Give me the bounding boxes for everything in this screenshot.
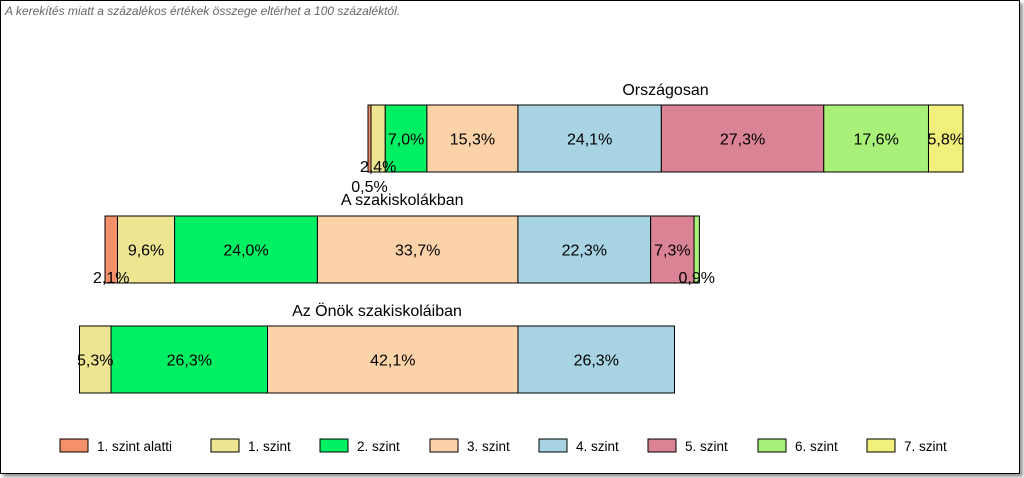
legend-label: 6. szint [795,439,838,454]
category-title: Országosan [622,82,708,99]
bar-segment [517,325,676,394]
data-label: 7,3% [654,243,690,260]
legend-swatch [538,438,568,453]
rounding-note: A kerekítés miatt a százalékos értékek ö… [5,4,401,18]
legend-label: 1. szint alatti [97,439,172,454]
data-label: 5,8% [928,132,964,149]
data-label: 0,5% [351,179,387,196]
legend-label: 1. szint [248,439,291,454]
legend-label: 3. szint [467,439,510,454]
data-label: 0,9% [678,270,714,287]
data-label: 15,3% [450,132,495,149]
legend-swatch [59,438,89,453]
legend-swatch [757,438,787,453]
data-label: 33,7% [395,243,440,260]
bar-segment [650,215,695,284]
data-label: 26,3% [167,353,212,370]
data-label: 27,3% [720,132,765,149]
data-label: 5,3% [77,353,113,370]
legend-swatch [210,438,240,453]
legend-swatch [429,438,459,453]
bar-segment [823,104,929,173]
legend-swatch [647,438,677,453]
data-label: 42,1% [370,353,415,370]
data-label: 2,1% [93,270,129,287]
legend-label: 4. szint [576,439,619,454]
data-label: 26,3% [574,353,619,370]
data-label: 22,3% [562,243,607,260]
bar-segment [660,104,825,173]
data-label: 2,4% [360,159,396,176]
bar-segment [384,104,428,173]
bar-segment [174,215,318,284]
category-title: Az Önök szakiskoláiban [292,302,462,320]
legend-label: 7. szint [904,439,947,454]
data-label: 17,6% [853,132,898,149]
legend-swatch [319,438,349,453]
bar-segment [426,104,519,173]
data-label: 24,0% [223,243,268,260]
category-title: A szakiskolákban [341,192,464,209]
legend-swatch [866,438,896,453]
data-label: 7,0% [388,132,424,149]
data-label: 9,6% [128,243,164,260]
legend-label: 5. szint [685,439,728,454]
bar-segment [693,215,700,284]
bar-segment [316,215,519,284]
data-label: 24,1% [567,132,612,149]
bar-segment [517,215,652,284]
bar-segment [927,104,964,173]
bar-segment [110,325,269,394]
legend-label: 2. szint [357,439,400,454]
